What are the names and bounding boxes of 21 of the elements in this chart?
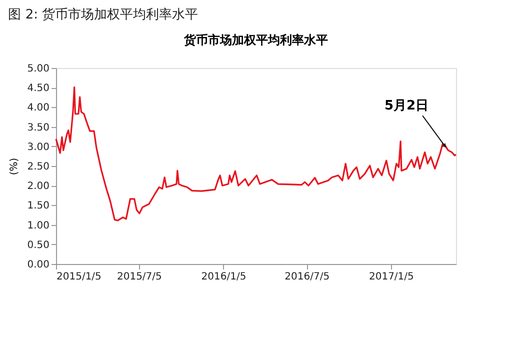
y-tick-label: 1.50 [27,200,50,212]
annotation: 5月2日 [384,98,429,114]
x-tick-label: 2016/1/5 [201,272,246,282]
y-tick-label: 3.00 [27,142,50,153]
y-tick-label: 5.00 [27,64,50,74]
x-tick-label: 2015/7/5 [116,272,162,282]
x-tick-label: 2015/1/5 [56,272,102,282]
y-axis-title: (%) [9,158,20,176]
y-tick-label: 2.00 [27,181,50,192]
y-tick-label: 0.00 [27,260,50,270]
y-tick-label: 3.50 [27,122,50,134]
line-series [55,86,457,222]
y-tick-label: 1.00 [27,220,50,232]
y-tick-label: 2.50 [27,162,50,172]
y-tick-label: 4.00 [27,102,50,114]
x-tick-label: 2017/1/5 [368,272,414,282]
y-tick-label: 0.50 [27,240,50,251]
chart-subtitle: 货币市场加权平均利率水平 [183,33,328,47]
y-tick-label: 4.50 [27,83,50,94]
chart-title: 图 2: 货币市场加权平均利率水平 [8,6,198,22]
x-tick-label: 2016/7/5 [284,272,330,282]
